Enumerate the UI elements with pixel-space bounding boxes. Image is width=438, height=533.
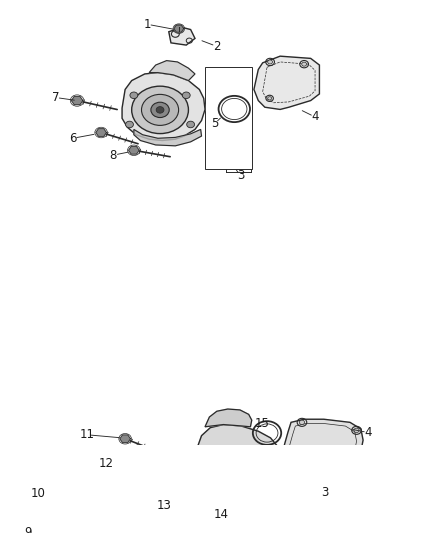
Ellipse shape: [229, 465, 236, 471]
Ellipse shape: [86, 487, 91, 490]
Polygon shape: [194, 425, 279, 488]
Ellipse shape: [204, 449, 212, 456]
Ellipse shape: [256, 480, 265, 487]
Text: 1: 1: [143, 18, 151, 31]
Polygon shape: [284, 419, 363, 475]
Polygon shape: [71, 96, 83, 104]
Ellipse shape: [130, 92, 138, 99]
Text: 5: 5: [211, 117, 218, 130]
Ellipse shape: [151, 102, 169, 118]
Ellipse shape: [67, 483, 95, 507]
Ellipse shape: [224, 461, 240, 475]
Text: 15: 15: [254, 417, 269, 430]
Text: 9: 9: [25, 526, 32, 533]
Ellipse shape: [71, 500, 75, 504]
Ellipse shape: [156, 107, 164, 113]
Ellipse shape: [302, 62, 307, 66]
Polygon shape: [39, 527, 47, 532]
Text: 7: 7: [52, 91, 59, 104]
Polygon shape: [265, 451, 285, 477]
Text: 4: 4: [311, 110, 319, 124]
Ellipse shape: [71, 488, 90, 503]
Polygon shape: [146, 457, 156, 464]
Polygon shape: [129, 147, 139, 154]
Ellipse shape: [285, 465, 289, 469]
Text: 3: 3: [237, 169, 244, 182]
Polygon shape: [122, 72, 205, 141]
Text: 2: 2: [213, 40, 221, 53]
Text: 12: 12: [99, 457, 114, 470]
Text: 13: 13: [157, 499, 172, 512]
Text: 3: 3: [321, 486, 329, 499]
Ellipse shape: [187, 121, 194, 128]
Ellipse shape: [216, 455, 248, 482]
Polygon shape: [205, 409, 252, 427]
Ellipse shape: [207, 447, 257, 489]
Ellipse shape: [182, 92, 190, 99]
Ellipse shape: [76, 491, 85, 499]
Polygon shape: [187, 498, 198, 505]
Ellipse shape: [254, 450, 263, 458]
Polygon shape: [169, 27, 195, 45]
Polygon shape: [134, 130, 201, 146]
Ellipse shape: [141, 94, 179, 125]
Polygon shape: [96, 129, 106, 136]
Text: 4: 4: [364, 426, 372, 439]
Ellipse shape: [201, 478, 210, 486]
Polygon shape: [254, 56, 319, 109]
Text: 11: 11: [80, 429, 95, 441]
Ellipse shape: [126, 121, 134, 128]
Polygon shape: [120, 435, 131, 442]
Ellipse shape: [268, 60, 272, 64]
Polygon shape: [174, 25, 184, 32]
Ellipse shape: [86, 500, 91, 504]
Ellipse shape: [299, 420, 304, 425]
Text: 14: 14: [214, 508, 229, 521]
Polygon shape: [231, 504, 242, 511]
Text: 8: 8: [110, 149, 117, 161]
Ellipse shape: [268, 96, 272, 100]
Text: 6: 6: [69, 132, 77, 145]
Polygon shape: [149, 61, 195, 80]
Ellipse shape: [132, 86, 188, 134]
Text: 10: 10: [30, 487, 45, 500]
Ellipse shape: [354, 428, 359, 433]
Ellipse shape: [71, 487, 75, 490]
